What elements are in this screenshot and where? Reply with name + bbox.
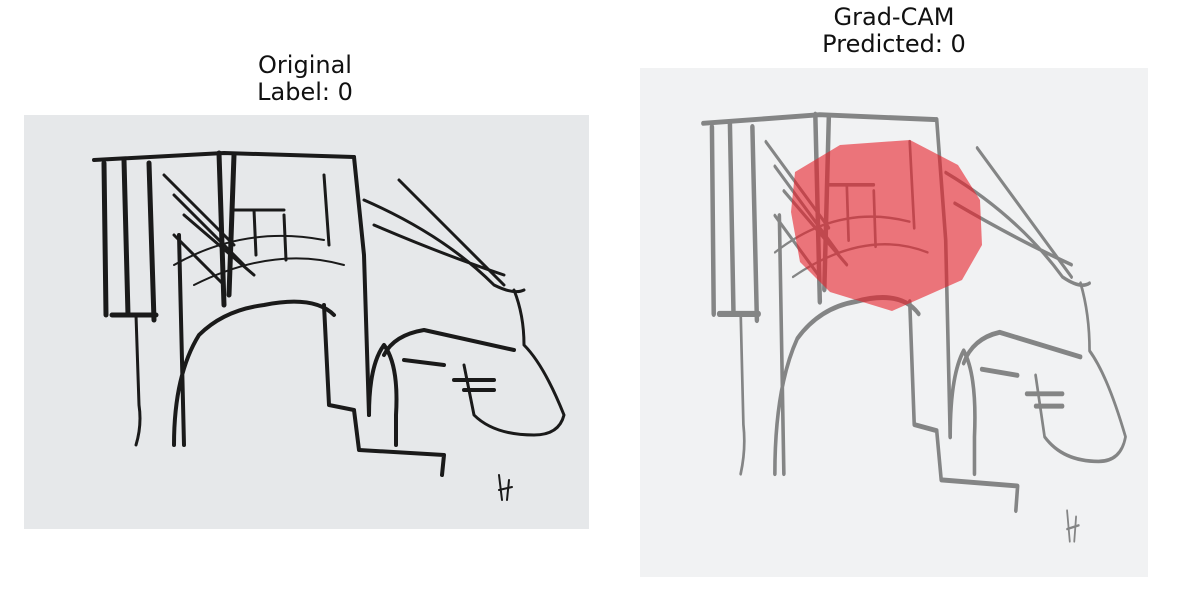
panel-title: Original <box>258 51 352 79</box>
panel-subtitle: Predicted: 0 <box>822 30 966 58</box>
panel-subtitle: Label: 0 <box>257 78 353 106</box>
panel-title: Grad-CAM <box>834 3 955 31</box>
original-image <box>24 115 589 529</box>
gradcam-image <box>640 68 1148 577</box>
heatmap-overlay <box>791 140 982 311</box>
